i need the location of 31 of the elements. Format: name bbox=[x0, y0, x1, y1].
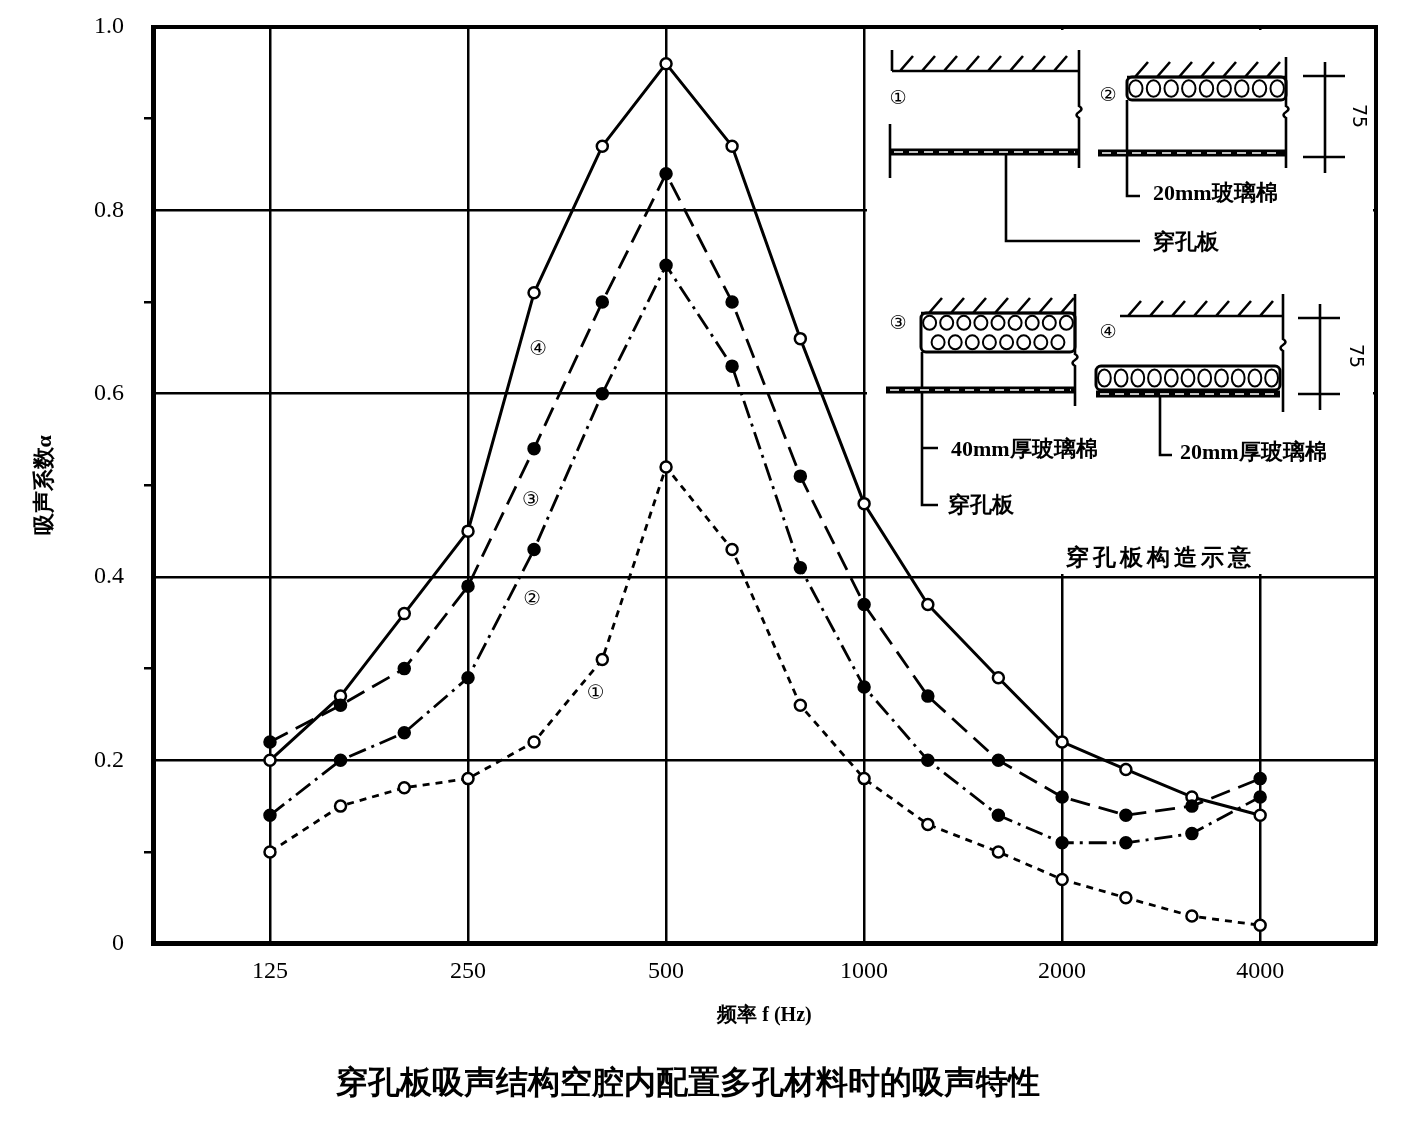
y-tick-label: 0 bbox=[112, 928, 124, 955]
series-label: ① bbox=[586, 680, 605, 705]
annotation: 20mm厚玻璃棉 bbox=[1180, 439, 1327, 464]
y-tick-label: 0.6 bbox=[94, 378, 124, 405]
y-tick-label: 0.2 bbox=[94, 745, 124, 772]
x-tick-label: 250 bbox=[450, 957, 487, 984]
x-tick-label: 500 bbox=[648, 957, 685, 984]
x-tick-label: 125 bbox=[251, 957, 288, 984]
annotation: 20mm玻璃棉 bbox=[1153, 180, 1278, 205]
annotation: ② bbox=[1099, 82, 1117, 105]
y-tick-label: 0.8 bbox=[94, 195, 124, 222]
annotation: ① bbox=[889, 85, 907, 108]
annotation: 穿孔板构造示意 bbox=[1066, 544, 1255, 570]
annotation: 75 bbox=[1345, 343, 1368, 369]
x-axis-title: 频率 f (Hz) bbox=[716, 1002, 812, 1026]
series-label: ③ bbox=[521, 487, 540, 512]
annotation: ③ bbox=[889, 310, 907, 333]
series-label: ② bbox=[523, 585, 542, 610]
series-label: ④ bbox=[529, 336, 548, 361]
y-tick-label: 0.4 bbox=[94, 562, 124, 589]
annotation: 穿孔板 bbox=[1153, 229, 1219, 254]
x-tick-label: 1000 bbox=[840, 957, 889, 984]
x-tick-label: 2000 bbox=[1038, 957, 1087, 984]
y-axis-title: 吸声系数α bbox=[30, 434, 56, 536]
text: 穿孔板吸声结构空腔内配置多孔材料时的吸声特性 bbox=[336, 1064, 1040, 1101]
annotation: 40mm厚玻璃棉 bbox=[951, 436, 1098, 461]
annotation: ④ bbox=[1099, 319, 1117, 342]
annotation: 穿孔板 bbox=[948, 492, 1014, 517]
x-tick-label: 4000 bbox=[1236, 957, 1285, 984]
y-tick-label: 1.0 bbox=[94, 12, 124, 39]
annotation: 75 bbox=[1348, 103, 1371, 129]
